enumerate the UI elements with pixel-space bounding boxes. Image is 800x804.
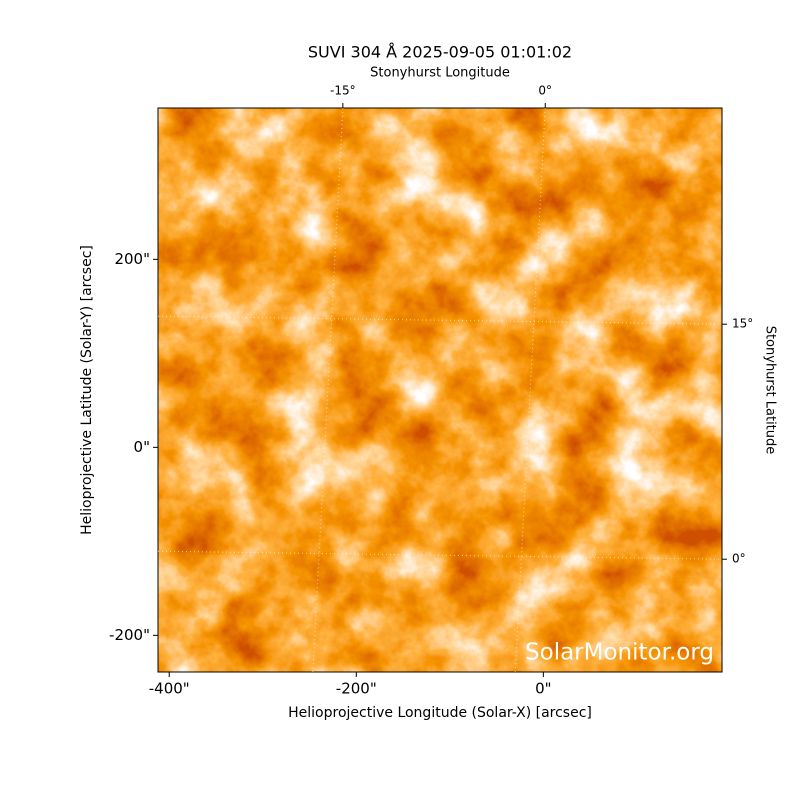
x-tick-label: -400"	[149, 680, 190, 698]
x-tick-label: 0"	[535, 680, 551, 698]
y-axis-label: Helioprojective Latitude (Solar-Y) [arcs…	[79, 245, 95, 535]
x-axis-label: Helioprojective Longitude (Solar-X) [arc…	[288, 705, 592, 721]
y2-tick-label: 15°	[732, 317, 753, 331]
y-tick-label: 0"	[134, 438, 150, 456]
watermark: SolarMonitor.org	[525, 640, 714, 666]
chart-title: SUVI 304 Å 2025-09-05 01:01:02	[308, 43, 572, 62]
y2-axis-label: Stonyhurst Latitude	[763, 326, 778, 455]
y-tick-label: -200"	[109, 626, 150, 644]
y2-tick-label: 0°	[732, 552, 746, 566]
x2-axis-label: Stonyhurst Longitude	[370, 66, 510, 81]
x-tick-label: -200"	[336, 680, 377, 698]
y-tick-label: 200"	[114, 250, 150, 268]
solar-image	[158, 108, 722, 672]
plot-frame	[157, 107, 723, 673]
x2-tick-label: 0°	[538, 84, 552, 98]
x2-tick-label: -15°	[330, 84, 356, 98]
